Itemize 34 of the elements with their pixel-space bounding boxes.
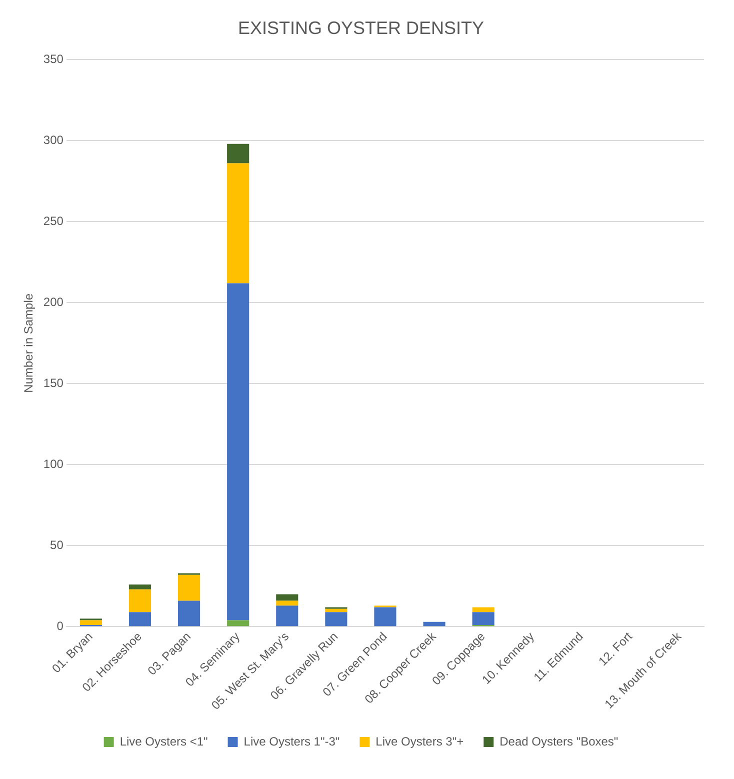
- bar: [128, 612, 152, 626]
- y-tick-label: 0: [56, 618, 64, 633]
- bar: [80, 620, 102, 626]
- bar: [325, 608, 348, 612]
- legend-label: Live Oysters 1"-3": [244, 734, 340, 748]
- y-tick-label: 150: [43, 376, 64, 390]
- y-tick-label: 200: [43, 294, 64, 309]
- bar: [276, 594, 298, 601]
- y-axis-title: Number in Sample: [22, 293, 36, 393]
- bar: [227, 283, 250, 620]
- bar: [276, 600, 298, 606]
- legend-label: Dead Oysters "Boxes": [500, 734, 618, 748]
- bar: [325, 612, 348, 626]
- bar: [227, 144, 250, 164]
- bar: [178, 600, 200, 626]
- bar: [128, 589, 152, 612]
- bar: [128, 584, 152, 590]
- legend-label: Live Oysters 3"+: [376, 734, 464, 748]
- y-tick-label: 100: [43, 456, 64, 471]
- bar: [472, 607, 494, 612]
- y-tick-label: 50: [50, 538, 64, 552]
- bar: [227, 620, 250, 626]
- bar: [227, 163, 250, 284]
- bar: [472, 612, 494, 626]
- bar: [178, 574, 200, 601]
- legend-label: Live Oysters <1": [120, 734, 208, 748]
- y-tick-label: 250: [43, 214, 64, 228]
- x-tick-label: 12. Fort: [596, 628, 636, 668]
- bar: [374, 607, 396, 626]
- bar: [276, 606, 298, 626]
- bar: [423, 622, 446, 626]
- chart-title: EXISTING OYSTER DENSITY: [238, 18, 484, 38]
- y-tick-label: 350: [43, 52, 64, 66]
- y-tick-label: 300: [43, 132, 64, 147]
